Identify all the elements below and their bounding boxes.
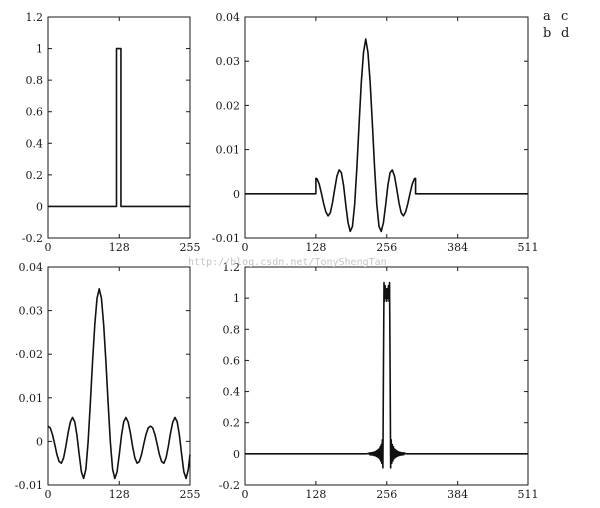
panel-letter-a: a <box>543 9 551 24</box>
y-tick-label-d-2: 0.2 <box>223 417 241 430</box>
y-tick-label-b-1: 0 <box>233 188 240 201</box>
x-tick-label-d-0: 0 <box>242 488 249 501</box>
x-tick-label-c-0: 0 <box>45 488 52 501</box>
y-tick-label-c-4: 0.03 <box>19 305 44 318</box>
chart-panel-d: 0 128 256 384 511-0.200.20.40.60.811.2 <box>219 261 539 501</box>
x-tick-label-c-1: 128 <box>109 488 130 501</box>
x-tick-label-b-0: 0 <box>242 241 249 254</box>
y-tick-label-a-4: 0.6 <box>26 106 44 119</box>
x-tick-label-d-4: 511 <box>518 488 539 501</box>
x-tick-label-a-2: 255 <box>180 241 201 254</box>
y-tick-label-b-0: -0.01 <box>212 232 240 245</box>
y-tick-label-a-2: 0.2 <box>26 169 44 182</box>
y-tick-label-a-7: 1.2 <box>26 11 44 24</box>
y-tick-label-d-7: 1.2 <box>223 261 241 274</box>
y-tick-label-c-2: 0.01 <box>19 392 44 405</box>
y-tick-label-d-1: 0 <box>233 448 240 461</box>
y-tick-label-a-5: 0.8 <box>26 74 44 87</box>
y-tick-label-a-0: -0.2 <box>22 232 43 245</box>
plot-frame-a <box>47 16 191 239</box>
x-tick-label-a-0: 0 <box>45 241 52 254</box>
y-tick-label-a-6: 1 <box>36 43 43 56</box>
panel-letter-c: c <box>561 9 568 24</box>
series-line-d-0 <box>245 281 528 469</box>
y-tick-label-d-0: -0.2 <box>219 479 240 492</box>
y-tick-label-c-5: 0.04 <box>19 261 44 274</box>
panel-letter-b: b <box>543 26 551 41</box>
chart-panel-a: 0 128 255-0.200.20.40.60.811.2 <box>22 11 201 254</box>
watermark: http://blog.csdn.net/TonyShengTan <box>188 257 387 268</box>
y-tick-label-b-3: 0.02 <box>216 99 241 112</box>
y-tick-label-a-3: 0.4 <box>26 137 44 150</box>
y-tick-label-b-5: 0.04 <box>216 11 241 24</box>
y-tick-label-d-5: 0.8 <box>223 323 241 336</box>
y-tick-label-a-1: 0 <box>36 200 43 213</box>
y-tick-label-b-2: 0.01 <box>216 144 241 157</box>
x-tick-label-d-1: 128 <box>305 488 326 501</box>
y-tick-label-d-3: 0.4 <box>223 386 241 399</box>
x-tick-label-c-2: 255 <box>180 488 201 501</box>
x-tick-label-b-2: 256 <box>376 241 397 254</box>
series-line-b-0 <box>245 38 528 233</box>
x-tick-label-a-1: 128 <box>109 241 130 254</box>
y-tick-label-b-4: 0.03 <box>216 55 241 68</box>
panel-letters: a c b d <box>543 9 569 41</box>
series-line-a-0 <box>48 47 190 208</box>
y-tick-label-d-4: 0.6 <box>223 354 241 367</box>
series-line-c-0 <box>47 287 191 480</box>
x-tick-label-d-3: 384 <box>447 488 468 501</box>
x-tick-label-b-1: 128 <box>305 241 326 254</box>
y-tick-label-c-0: -0.01 <box>15 479 43 492</box>
y-tick-label-d-6: 1 <box>233 292 240 305</box>
x-tick-label-d-2: 256 <box>376 488 397 501</box>
y-tick-label-c-1: 0 <box>36 435 43 448</box>
y-tick-label-c-3: ·0.02 <box>15 348 43 361</box>
x-tick-label-b-4: 511 <box>518 241 539 254</box>
plot-frame-b <box>244 16 529 239</box>
panel-letter-d: d <box>561 26 569 41</box>
x-tick-label-b-3: 384 <box>447 241 468 254</box>
